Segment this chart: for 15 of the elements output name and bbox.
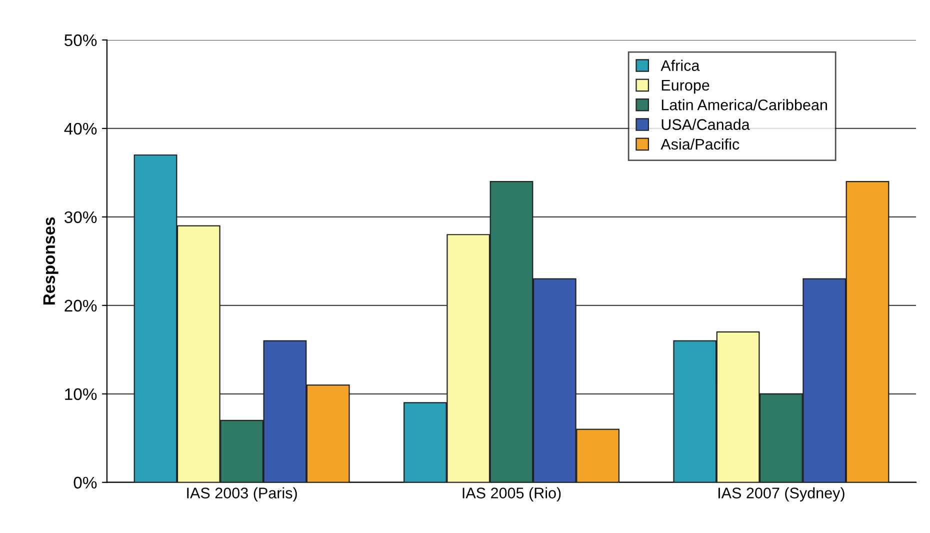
x-tick-label: IAS 2005 (Rio) (462, 487, 561, 502)
y-tick-label: 10% (65, 388, 97, 400)
y-axis-title: Responses (43, 217, 58, 305)
legend-label: USA/Canada (662, 118, 750, 130)
y-tick-label: 20% (64, 300, 97, 312)
y-tick-label: 40% (64, 122, 97, 135)
y-tick-label: 50% (64, 34, 97, 46)
legend-label: Asia/Pacific (660, 138, 740, 150)
x-tick-label: IAS 2003 (Paris) (187, 487, 297, 502)
y-tick-label: 0% (74, 476, 97, 489)
legend-label: Africa (660, 60, 700, 71)
legend-label: Europe (662, 80, 710, 94)
x-tick-label: IAS 2007 (Sydney) (718, 487, 844, 502)
legend-label: Latin America/Caribbean (662, 99, 827, 110)
y-tick-label: 30% (64, 211, 97, 224)
